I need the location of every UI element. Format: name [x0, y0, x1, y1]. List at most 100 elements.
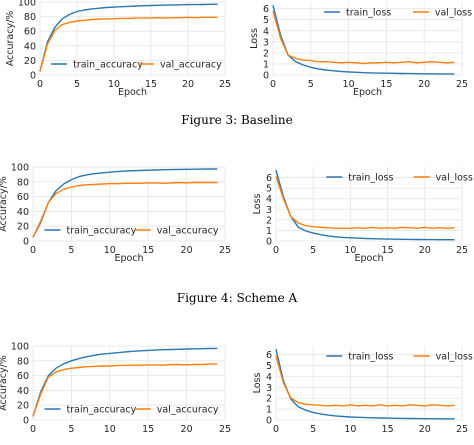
legend-entry: val_accuracy — [160, 60, 222, 71]
y-tick-label: 4 — [263, 26, 269, 37]
y-tick-label: 40 — [24, 41, 36, 52]
y-tick-label: 2 — [266, 215, 272, 226]
y-tick-label: 6 — [263, 4, 269, 15]
y-tick-label: 5 — [266, 361, 272, 372]
y-tick-label: 1 — [266, 226, 272, 237]
legend-entry: val_accuracy — [157, 226, 219, 237]
x-tick-label: 25 — [456, 424, 468, 435]
x-tick-label: 15 — [145, 79, 157, 90]
legend-entry: train_accuracy — [67, 405, 137, 416]
x-tick-label: 0 — [30, 245, 36, 256]
y-tick-label: 2 — [266, 394, 272, 405]
x-tick-label: 20 — [182, 79, 194, 90]
legend-entry: train_loss — [346, 8, 391, 19]
x-tick-label: 20 — [181, 424, 193, 435]
chart: 0 20 40 60 80 100 0 5 10 15 20 25 Epoch Accuracy/% tra… — [5, 0, 231, 98]
y-tick-label: 20 — [17, 401, 29, 412]
y-tick-label: 0 — [23, 237, 29, 248]
x-tick-label: 25 — [456, 79, 468, 90]
series-line-train-loss — [275, 170, 455, 241]
chart: 0 20 40 60 80 100 0 5 10 15 20 25 Epoch Accuracy/% tra… — [0, 163, 231, 265]
y-tick-label: 1 — [266, 405, 272, 416]
legend-entry: val_loss — [435, 8, 472, 19]
y-tick-label: 20 — [17, 222, 29, 233]
x-tick-label: 10 — [344, 424, 356, 435]
x-tick-label: 20 — [418, 79, 430, 90]
y-tick-label: 0 — [266, 416, 272, 427]
legend-entry: train_accuracy — [67, 226, 137, 237]
series-line-train-loss — [272, 5, 455, 75]
series-line-train-accuracy — [32, 347, 218, 417]
x-tick-label: 25 — [219, 79, 231, 90]
x-axis-label: Epoch — [118, 87, 147, 98]
y-tick-label: 100 — [11, 342, 29, 353]
x-tick-label: 5 — [68, 245, 74, 256]
y-tick-label: 3 — [263, 37, 269, 48]
series-line-val-accuracy — [32, 363, 218, 417]
y-tick-label: 6 — [266, 173, 272, 184]
y-tick-label: 5 — [266, 184, 272, 195]
legend-entry: train_loss — [348, 352, 393, 363]
x-tick-label: 5 — [68, 424, 74, 435]
x-tick-label: 5 — [310, 245, 316, 256]
legend-entry: val_accuracy — [157, 405, 219, 416]
x-tick-label: 10 — [104, 424, 116, 435]
x-tick-label: 10 — [108, 79, 120, 90]
x-tick-label: 25 — [219, 424, 231, 435]
x-tick-label: 0 — [273, 245, 279, 256]
y-tick-label: 40 — [17, 386, 29, 397]
y-tick-label: 60 — [17, 371, 29, 382]
series-line-val-loss — [272, 10, 455, 65]
x-tick-label: 20 — [181, 245, 193, 256]
y-tick-label: 4 — [266, 194, 272, 205]
y-tick-label: 0 — [266, 237, 272, 248]
legend-entry: train_loss — [348, 173, 393, 184]
legend-entry: train_accuracy — [73, 60, 143, 71]
series-line-train-loss — [275, 349, 455, 420]
x-tick-label: 15 — [142, 245, 154, 256]
y-tick-label: 1 — [263, 59, 269, 70]
y-tick-label: 3 — [266, 205, 272, 216]
chart: 0 20 40 60 80 100 0 5 10 15 20 25 Accuracy/% train_ac… — [0, 342, 231, 436]
y-tick-label: 6 — [266, 350, 272, 361]
x-tick-label: 5 — [74, 79, 80, 90]
y-tick-label: 5 — [263, 15, 269, 26]
series-line-val-accuracy — [39, 16, 218, 72]
x-tick-label: 5 — [308, 79, 314, 90]
y-tick-label: 80 — [24, 12, 36, 23]
y-tick-label: 80 — [17, 356, 29, 367]
y-tick-label: 3 — [266, 383, 272, 394]
x-tick-label: 0 — [273, 424, 279, 435]
x-tick-label: 25 — [219, 245, 231, 256]
x-axis-label: Epoch — [353, 87, 382, 98]
x-tick-label: 15 — [380, 79, 392, 90]
y-axis-label: Loss — [252, 373, 263, 394]
x-tick-label: 10 — [344, 245, 356, 256]
x-tick-label: 15 — [382, 424, 394, 435]
figure-caption: Figure 4: Scheme A — [177, 291, 298, 305]
series-line-val-accuracy — [32, 181, 218, 238]
y-tick-label: 2 — [263, 48, 269, 59]
y-tick-label: 100 — [18, 0, 36, 9]
y-tick-label: 4 — [266, 372, 272, 383]
series-line-train-accuracy — [32, 168, 218, 238]
series-line-train-accuracy — [39, 3, 218, 72]
legend-entry: val_loss — [436, 352, 473, 363]
x-tick-label: 15 — [142, 424, 154, 435]
legend-entry: val_loss — [436, 173, 473, 184]
y-tick-label: 20 — [24, 56, 36, 67]
x-tick-label: 0 — [30, 424, 36, 435]
figure-caption: Figure 3: Baseline — [181, 113, 292, 127]
y-tick-label: 40 — [17, 207, 29, 218]
y-tick-label: 80 — [17, 177, 29, 188]
series-line-val-loss — [275, 355, 455, 407]
y-tick-label: 0 — [263, 71, 269, 82]
y-tick-label: 60 — [24, 27, 36, 38]
x-tick-label: 10 — [104, 245, 116, 256]
x-tick-label: 20 — [419, 245, 431, 256]
